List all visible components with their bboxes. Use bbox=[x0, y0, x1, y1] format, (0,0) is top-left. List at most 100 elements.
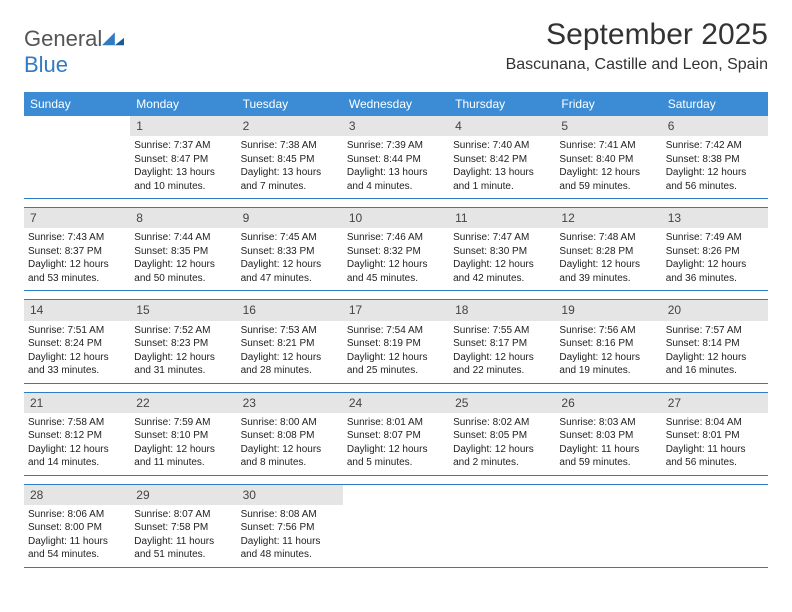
dow-monday: Monday bbox=[130, 92, 236, 116]
day-body: Sunrise: 7:38 AMSunset: 8:45 PMDaylight:… bbox=[237, 136, 343, 198]
day-body: Sunrise: 7:37 AMSunset: 8:47 PMDaylight:… bbox=[130, 136, 236, 198]
day-cell: 30Sunrise: 8:08 AMSunset: 7:56 PMDayligh… bbox=[237, 485, 343, 567]
logo-mark-icon bbox=[102, 28, 124, 46]
day-body: Sunrise: 8:08 AMSunset: 7:56 PMDaylight:… bbox=[237, 505, 343, 567]
day-cell: 16Sunrise: 7:53 AMSunset: 8:21 PMDayligh… bbox=[237, 300, 343, 382]
day-body: Sunrise: 7:59 AMSunset: 8:10 PMDaylight:… bbox=[130, 413, 236, 475]
day-number: 15 bbox=[130, 300, 236, 320]
day-cell: 0 bbox=[343, 485, 449, 567]
day-body: Sunrise: 7:51 AMSunset: 8:24 PMDaylight:… bbox=[24, 321, 130, 383]
day-number: 29 bbox=[130, 485, 236, 505]
day-body: Sunrise: 8:03 AMSunset: 8:03 PMDaylight:… bbox=[555, 413, 661, 475]
day-body: Sunrise: 7:41 AMSunset: 8:40 PMDaylight:… bbox=[555, 136, 661, 198]
weeks-container: 0 1Sunrise: 7:37 AMSunset: 8:47 PMDaylig… bbox=[24, 116, 768, 568]
day-body: Sunrise: 8:01 AMSunset: 8:07 PMDaylight:… bbox=[343, 413, 449, 475]
day-body: Sunrise: 7:53 AMSunset: 8:21 PMDaylight:… bbox=[237, 321, 343, 383]
day-body: Sunrise: 8:02 AMSunset: 8:05 PMDaylight:… bbox=[449, 413, 555, 475]
day-number: 18 bbox=[449, 300, 555, 320]
day-cell: 3Sunrise: 7:39 AMSunset: 8:44 PMDaylight… bbox=[343, 116, 449, 198]
day-number: 12 bbox=[555, 208, 661, 228]
day-cell: 14Sunrise: 7:51 AMSunset: 8:24 PMDayligh… bbox=[24, 300, 130, 382]
day-cell: 19Sunrise: 7:56 AMSunset: 8:16 PMDayligh… bbox=[555, 300, 661, 382]
day-body: Sunrise: 8:06 AMSunset: 8:00 PMDaylight:… bbox=[24, 505, 130, 567]
day-body: Sunrise: 7:39 AMSunset: 8:44 PMDaylight:… bbox=[343, 136, 449, 198]
week-row: 21Sunrise: 7:58 AMSunset: 8:12 PMDayligh… bbox=[24, 392, 768, 476]
day-cell: 0 bbox=[449, 485, 555, 567]
day-cell: 4Sunrise: 7:40 AMSunset: 8:42 PMDaylight… bbox=[449, 116, 555, 198]
day-number: 25 bbox=[449, 393, 555, 413]
header: General Blue September 2025 Bascunana, C… bbox=[24, 18, 768, 78]
day-number: 24 bbox=[343, 393, 449, 413]
day-body: Sunrise: 7:55 AMSunset: 8:17 PMDaylight:… bbox=[449, 321, 555, 383]
day-cell: 7Sunrise: 7:43 AMSunset: 8:37 PMDaylight… bbox=[24, 208, 130, 290]
day-body: Sunrise: 7:47 AMSunset: 8:30 PMDaylight:… bbox=[449, 228, 555, 290]
day-number: 2 bbox=[237, 116, 343, 136]
day-number: 19 bbox=[555, 300, 661, 320]
logo: General Blue bbox=[24, 18, 124, 78]
dow-tuesday: Tuesday bbox=[237, 92, 343, 116]
title-block: September 2025 Bascunana, Castille and L… bbox=[506, 18, 768, 74]
day-body: Sunrise: 8:00 AMSunset: 8:08 PMDaylight:… bbox=[237, 413, 343, 475]
day-body: Sunrise: 7:43 AMSunset: 8:37 PMDaylight:… bbox=[24, 228, 130, 290]
day-body: Sunrise: 7:57 AMSunset: 8:14 PMDaylight:… bbox=[662, 321, 768, 383]
day-body: Sunrise: 7:44 AMSunset: 8:35 PMDaylight:… bbox=[130, 228, 236, 290]
day-cell: 24Sunrise: 8:01 AMSunset: 8:07 PMDayligh… bbox=[343, 393, 449, 475]
day-cell: 1Sunrise: 7:37 AMSunset: 8:47 PMDaylight… bbox=[130, 116, 236, 198]
day-number: 22 bbox=[130, 393, 236, 413]
dow-saturday: Saturday bbox=[662, 92, 768, 116]
day-cell: 29Sunrise: 8:07 AMSunset: 7:58 PMDayligh… bbox=[130, 485, 236, 567]
day-cell: 8Sunrise: 7:44 AMSunset: 8:35 PMDaylight… bbox=[130, 208, 236, 290]
day-cell: 0 bbox=[662, 485, 768, 567]
day-number: 5 bbox=[555, 116, 661, 136]
day-cell: 13Sunrise: 7:49 AMSunset: 8:26 PMDayligh… bbox=[662, 208, 768, 290]
day-cell: 6Sunrise: 7:42 AMSunset: 8:38 PMDaylight… bbox=[662, 116, 768, 198]
day-body: Sunrise: 7:49 AMSunset: 8:26 PMDaylight:… bbox=[662, 228, 768, 290]
day-number: 28 bbox=[24, 485, 130, 505]
day-body: Sunrise: 8:04 AMSunset: 8:01 PMDaylight:… bbox=[662, 413, 768, 475]
day-number: 6 bbox=[662, 116, 768, 136]
day-cell: 25Sunrise: 8:02 AMSunset: 8:05 PMDayligh… bbox=[449, 393, 555, 475]
day-cell: 18Sunrise: 7:55 AMSunset: 8:17 PMDayligh… bbox=[449, 300, 555, 382]
day-body: Sunrise: 7:54 AMSunset: 8:19 PMDaylight:… bbox=[343, 321, 449, 383]
day-cell: 23Sunrise: 8:00 AMSunset: 8:08 PMDayligh… bbox=[237, 393, 343, 475]
day-cell: 20Sunrise: 7:57 AMSunset: 8:14 PMDayligh… bbox=[662, 300, 768, 382]
month-title: September 2025 bbox=[506, 18, 768, 52]
day-body: Sunrise: 7:46 AMSunset: 8:32 PMDaylight:… bbox=[343, 228, 449, 290]
day-cell: 12Sunrise: 7:48 AMSunset: 8:28 PMDayligh… bbox=[555, 208, 661, 290]
week-row: 28Sunrise: 8:06 AMSunset: 8:00 PMDayligh… bbox=[24, 484, 768, 568]
day-cell: 15Sunrise: 7:52 AMSunset: 8:23 PMDayligh… bbox=[130, 300, 236, 382]
day-cell: 22Sunrise: 7:59 AMSunset: 8:10 PMDayligh… bbox=[130, 393, 236, 475]
logo-word1: General bbox=[24, 26, 102, 51]
day-number: 7 bbox=[24, 208, 130, 228]
logo-word2: Blue bbox=[24, 52, 68, 77]
day-number: 23 bbox=[237, 393, 343, 413]
day-cell: 27Sunrise: 8:04 AMSunset: 8:01 PMDayligh… bbox=[662, 393, 768, 475]
day-number: 9 bbox=[237, 208, 343, 228]
dow-thursday: Thursday bbox=[449, 92, 555, 116]
day-number: 16 bbox=[237, 300, 343, 320]
day-number: 8 bbox=[130, 208, 236, 228]
dow-row: SundayMondayTuesdayWednesdayThursdayFrid… bbox=[24, 92, 768, 116]
week-row: 14Sunrise: 7:51 AMSunset: 8:24 PMDayligh… bbox=[24, 299, 768, 383]
day-number: 4 bbox=[449, 116, 555, 136]
day-cell: 10Sunrise: 7:46 AMSunset: 8:32 PMDayligh… bbox=[343, 208, 449, 290]
day-cell: 0 bbox=[555, 485, 661, 567]
day-number: 11 bbox=[449, 208, 555, 228]
calendar: SundayMondayTuesdayWednesdayThursdayFrid… bbox=[24, 92, 768, 568]
day-number: 30 bbox=[237, 485, 343, 505]
day-cell: 11Sunrise: 7:47 AMSunset: 8:30 PMDayligh… bbox=[449, 208, 555, 290]
day-body: Sunrise: 7:40 AMSunset: 8:42 PMDaylight:… bbox=[449, 136, 555, 198]
day-body: Sunrise: 7:45 AMSunset: 8:33 PMDaylight:… bbox=[237, 228, 343, 290]
day-number: 20 bbox=[662, 300, 768, 320]
day-number: 10 bbox=[343, 208, 449, 228]
day-number: 26 bbox=[555, 393, 661, 413]
day-body: Sunrise: 8:07 AMSunset: 7:58 PMDaylight:… bbox=[130, 505, 236, 567]
location: Bascunana, Castille and Leon, Spain bbox=[506, 56, 768, 74]
day-cell: 17Sunrise: 7:54 AMSunset: 8:19 PMDayligh… bbox=[343, 300, 449, 382]
day-number: 27 bbox=[662, 393, 768, 413]
dow-wednesday: Wednesday bbox=[343, 92, 449, 116]
day-body: Sunrise: 7:42 AMSunset: 8:38 PMDaylight:… bbox=[662, 136, 768, 198]
week-row: 0 1Sunrise: 7:37 AMSunset: 8:47 PMDaylig… bbox=[24, 116, 768, 199]
day-number: 17 bbox=[343, 300, 449, 320]
day-cell: 5Sunrise: 7:41 AMSunset: 8:40 PMDaylight… bbox=[555, 116, 661, 198]
